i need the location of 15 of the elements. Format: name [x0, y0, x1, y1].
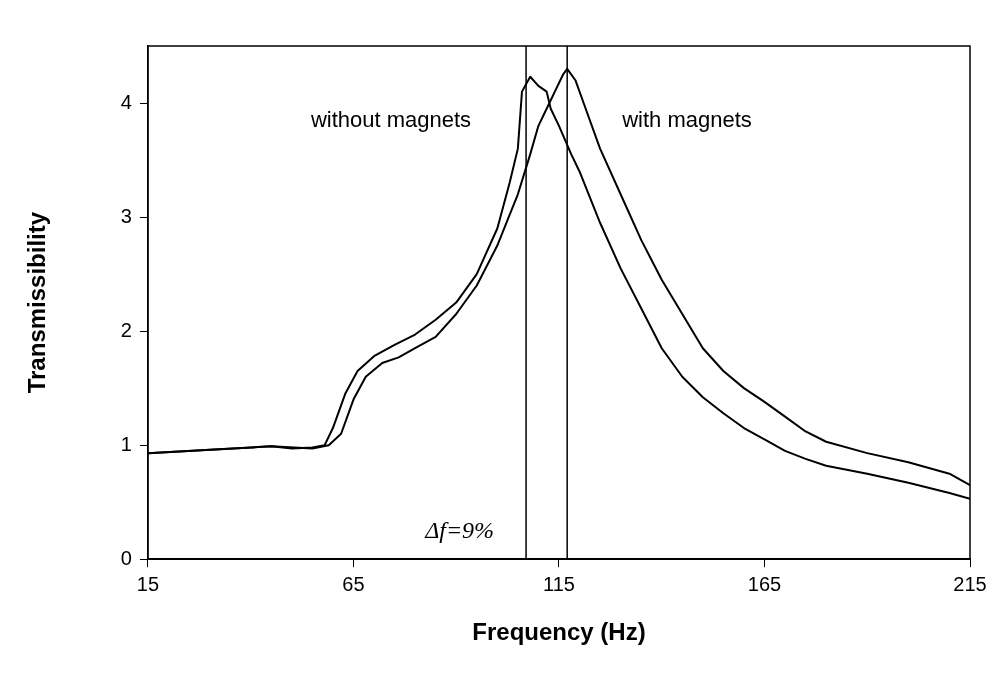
x-tick-label: 165	[747, 572, 782, 595]
y-tick-label: 1	[120, 432, 132, 455]
x-axis-title: Frequency (Hz)	[472, 618, 646, 646]
y-tick-label: 3	[120, 204, 132, 227]
x-tick-label: 15	[136, 572, 160, 595]
y-axis-title: Transmissibility	[23, 211, 51, 394]
x-tick-label: 215	[953, 572, 987, 595]
y-tick-label: 0	[120, 546, 132, 569]
annotation: with magnets	[621, 107, 752, 133]
x-tick-label: 65	[342, 572, 365, 595]
annotation: without magnets	[309, 107, 472, 133]
y-tick-label: 4	[120, 90, 132, 113]
y-tick-label: 2	[120, 318, 132, 341]
x-tick-label: 115	[543, 572, 575, 595]
annotation: Δf=9%	[424, 516, 495, 543]
